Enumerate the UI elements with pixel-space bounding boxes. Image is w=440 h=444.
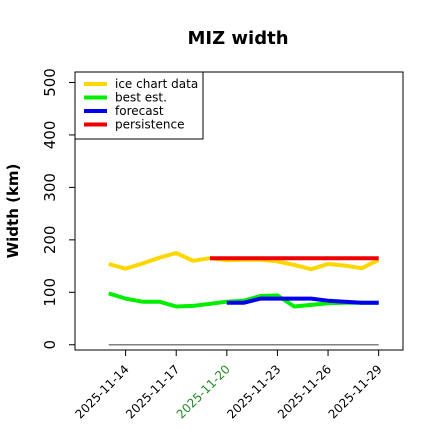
y-tick-label: 200 bbox=[41, 226, 59, 255]
y-tick-label: 100 bbox=[41, 278, 59, 307]
y-tick-label: 500 bbox=[41, 68, 59, 97]
series-line-best-est bbox=[108, 291, 379, 309]
x-tick-label: 2025-11-29 bbox=[326, 362, 385, 421]
legend-label: forecast bbox=[115, 104, 164, 118]
series-line-ice-chart-data bbox=[108, 251, 380, 272]
plot-frame bbox=[74, 71, 404, 351]
y-tick-label: 0 bbox=[41, 340, 59, 350]
chart-title: MIZ width bbox=[187, 28, 288, 49]
y-tick-label: 300 bbox=[41, 173, 59, 202]
y-axis-label: Width (km) bbox=[4, 164, 22, 259]
legend-label: ice chart data bbox=[115, 77, 198, 91]
y-tick-label: 400 bbox=[41, 121, 59, 150]
series-line-forecast bbox=[226, 296, 379, 305]
legend-label: persistence bbox=[115, 118, 184, 132]
legend-label: best est. bbox=[115, 91, 167, 105]
